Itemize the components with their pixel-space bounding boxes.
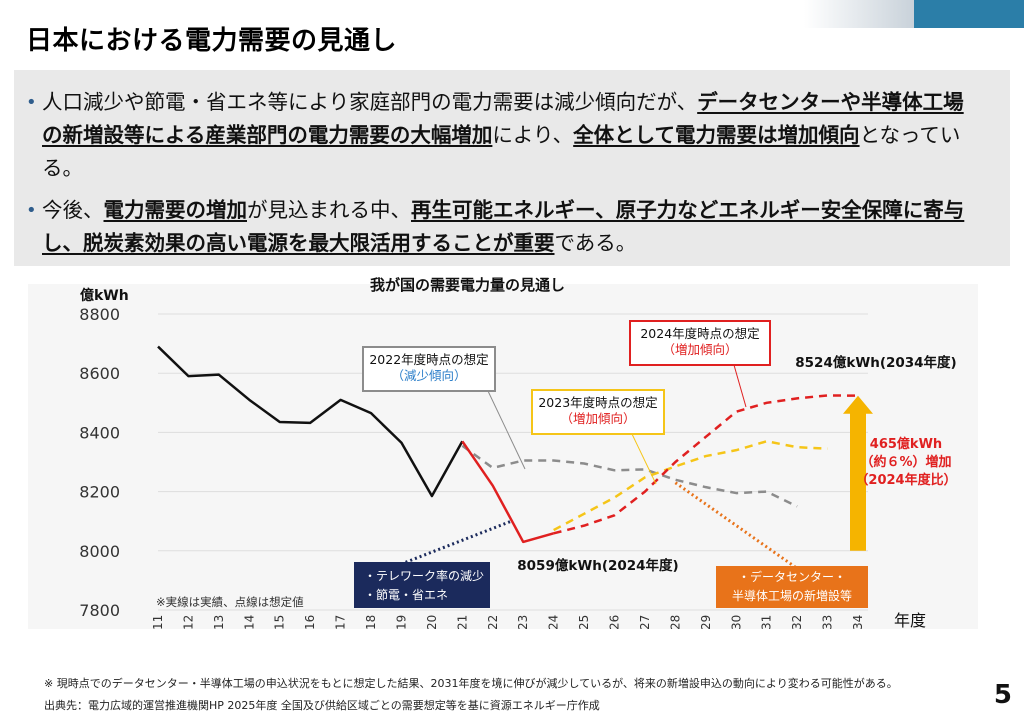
callout-2022-line2: （減少傾向） xyxy=(391,368,466,383)
x-tick-label: 2024 xyxy=(547,615,561,629)
telework-line2: ・節電・省エネ xyxy=(364,587,448,602)
chart-note: ※実線は実績、点線は想定値 xyxy=(156,595,304,609)
label-2034-value: 8524億kWh(2034年度) xyxy=(795,354,956,371)
increase-arrow-icon xyxy=(843,395,873,551)
callout-2024-line1: 2024年度時点の想定 xyxy=(640,326,759,341)
x-axis-label: 年度 xyxy=(894,611,926,629)
bullet-dot-icon: • xyxy=(26,92,37,113)
x-tick-label: 2027 xyxy=(638,615,652,629)
callout-2022-pointer xyxy=(487,390,526,470)
series-line-1 xyxy=(461,444,798,508)
increase-line2: （約６%）増加 xyxy=(860,454,951,470)
y-axis-label: 億kWh xyxy=(80,287,129,304)
increase-line1: 465億kWh xyxy=(870,436,942,452)
series-line-3 xyxy=(553,394,859,535)
callout-2023-pointer xyxy=(631,433,657,485)
x-tick-label: 2016 xyxy=(303,615,317,629)
callout-2024-pointer xyxy=(733,364,747,408)
bullet-1-text: 人口減少や節電・省エネ等により家庭部門の電力需要は減少傾向だが、 xyxy=(42,90,698,114)
datacenter-box xyxy=(716,566,868,608)
telework-box xyxy=(354,562,490,608)
bullet-2-emphasis: 電力需要の増加 xyxy=(103,198,248,222)
x-tick-label: 2032 xyxy=(790,615,804,629)
page-number: 5 xyxy=(993,680,1012,710)
telework-line1: ・テレワーク率の減少 xyxy=(364,568,484,583)
x-tick-label: 2011 xyxy=(151,615,165,629)
series-line-4 xyxy=(461,440,554,544)
y-tick-label: 8600 xyxy=(79,364,120,383)
bullet-1-text: により、 xyxy=(492,123,574,147)
x-tick-label: 2021 xyxy=(455,615,469,629)
x-tick-label: 2020 xyxy=(425,615,439,629)
x-tick-label: 2019 xyxy=(394,615,408,629)
top-bar-gradient xyxy=(804,0,914,28)
callout-2022-line1: 2022年度時点の想定 xyxy=(369,352,488,367)
x-tick-label: 2017 xyxy=(334,615,348,629)
x-tick-label: 2030 xyxy=(729,615,743,629)
x-tick-label: 2014 xyxy=(242,615,256,629)
bullet-2-text: 今後、 xyxy=(42,198,104,222)
top-decoration-bar xyxy=(804,0,1024,28)
summary-bullet-2: • 今後、電力需要の増加が見込まれる中、再生可能エネルギー、原子力などエネルギー… xyxy=(26,194,972,260)
y-tick-label: 8400 xyxy=(79,423,120,442)
increase-line3: （2024年度比） xyxy=(855,472,956,488)
top-bar-accent xyxy=(914,0,1024,28)
callout-2023-line2: （増加傾向） xyxy=(560,411,635,426)
bullet-1-emphasis: 全体として電力需要は増加傾向 xyxy=(573,123,860,147)
page-title: 日本における電力需要の見通し xyxy=(26,26,398,56)
label-2024-value: 8059億kWh(2024年度) xyxy=(517,557,678,574)
source-note: 出典先：電力広域的運営推進機関HP 2025年度 全国及び供給区域ごとの需要想定… xyxy=(44,699,600,712)
y-tick-label: 8800 xyxy=(79,305,120,324)
x-tick-label: 2025 xyxy=(577,615,591,629)
datacenter-effect-line xyxy=(674,481,799,571)
footnote: ※ 現時点でのデータセンター・半導体工場の申込状況をもとに想定した結果、2031… xyxy=(44,677,898,690)
datacenter-line2: 半導体工場の新増設等 xyxy=(732,588,852,603)
x-tick-label: 2033 xyxy=(821,615,835,629)
y-tick-label: 8200 xyxy=(79,483,120,502)
x-tick-label: 2013 xyxy=(212,615,226,629)
x-tick-label: 2022 xyxy=(486,615,500,629)
summary-box: • 人口減少や節電・省エネ等により家庭部門の電力需要は減少傾向だが、データセンタ… xyxy=(14,70,1010,266)
x-tick-label: 2029 xyxy=(699,615,713,629)
summary-bullet-1: • 人口減少や節電・省エネ等により家庭部門の電力需要は減少傾向だが、データセンタ… xyxy=(26,86,972,185)
x-tick-label: 2023 xyxy=(516,615,530,629)
x-tick-label: 2015 xyxy=(273,615,287,629)
x-tick-label: 2018 xyxy=(364,615,378,629)
bullet-2-emphasis: 再生可能エネルギー、原子力などエネルギー安全保障に寄与し、脱炭素効果の高い電源を… xyxy=(42,198,965,255)
x-tick-label: 2026 xyxy=(608,615,622,629)
x-tick-label: 2012 xyxy=(181,615,195,629)
bullet-2-text: である。 xyxy=(554,231,637,255)
series-line-2 xyxy=(553,440,828,532)
x-tick-label: 2028 xyxy=(668,615,682,629)
bullet-2-text: が見込まれる中、 xyxy=(247,198,411,222)
bullet-1-emphasis: データセンターや半導体工場の新増設等による産業部門の電力需要の大幅増加 xyxy=(42,90,964,147)
callout-2023-box xyxy=(531,389,665,435)
callout-2022-box xyxy=(362,346,496,392)
callout-2024-line2: （増加傾向） xyxy=(662,342,737,357)
y-tick-label: 8000 xyxy=(79,542,120,561)
series-line-0 xyxy=(157,345,464,498)
bullet-dot-icon: • xyxy=(26,200,37,221)
callout-2024-box xyxy=(629,320,771,366)
chart-title: 我が国の需要電力量の見通し xyxy=(370,276,566,294)
bullet-1-text: となっている。 xyxy=(42,123,961,180)
callout-2023-line1: 2023年度時点の想定 xyxy=(538,395,657,410)
y-tick-label: 7800 xyxy=(79,601,120,620)
x-tick-label: 2031 xyxy=(760,615,774,629)
datacenter-line1: ・データセンター・ xyxy=(738,569,846,584)
x-tick-label: 2034 xyxy=(851,615,865,629)
